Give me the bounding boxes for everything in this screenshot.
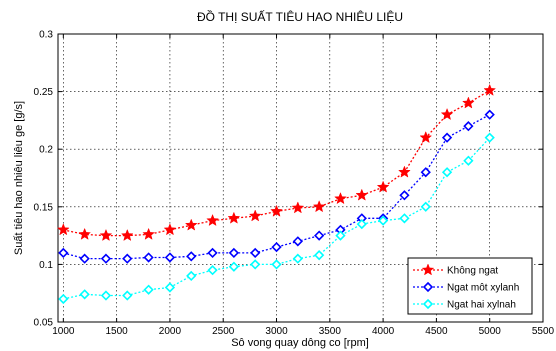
data-point	[271, 259, 282, 270]
legend-label: Không ngat	[447, 266, 498, 277]
data-point	[399, 213, 410, 224]
data-point	[356, 218, 367, 230]
data-point	[142, 227, 155, 240]
y-tick-label: 0.15	[34, 202, 54, 213]
data-point	[207, 265, 218, 276]
data-point	[355, 188, 369, 201]
x-tick-label: 5000	[479, 326, 502, 337]
legend-marker	[422, 281, 434, 293]
legend-marker	[421, 263, 435, 276]
data-point	[164, 282, 176, 293]
data-point	[250, 247, 261, 259]
data-point	[463, 155, 474, 166]
data-point	[441, 132, 453, 143]
x-tick-label: 1500	[106, 326, 129, 337]
data-point	[186, 270, 197, 282]
x-tick-label: 4000	[372, 326, 395, 337]
data-point	[291, 201, 305, 214]
data-point	[228, 261, 240, 272]
data-point	[186, 251, 197, 262]
data-point	[143, 252, 154, 263]
data-point	[164, 252, 176, 263]
data-point	[463, 121, 474, 132]
series-3	[58, 132, 495, 305]
data-point	[420, 201, 431, 212]
y-axis-label: Suất tiêu hao nhiêu liêu ge [g/s]	[13, 101, 25, 255]
x-tick-label: 2000	[159, 326, 182, 337]
data-point	[56, 223, 70, 236]
x-tick-label: 3500	[319, 326, 342, 337]
data-point	[484, 109, 495, 120]
x-tick-label: 4500	[425, 326, 448, 337]
data-point	[100, 290, 112, 301]
data-point	[143, 284, 154, 295]
data-point	[334, 192, 347, 205]
data-point	[250, 259, 261, 270]
legend-item: Ngat hai xylnah	[413, 298, 516, 311]
legend-label: Ngat hai xylnah	[447, 300, 516, 311]
data-point	[100, 253, 112, 264]
data-point	[335, 230, 346, 241]
data-point	[270, 204, 283, 217]
data-point	[227, 211, 241, 224]
y-tick-label: 0.3	[39, 30, 53, 41]
x-tick-label: 1000	[52, 326, 75, 337]
data-point	[419, 130, 433, 144]
series-2	[58, 109, 495, 264]
data-point	[271, 241, 282, 253]
data-point	[314, 230, 325, 241]
data-point	[58, 247, 69, 259]
data-point	[314, 250, 325, 261]
data-point	[399, 190, 410, 201]
legend: Không ngat Ngat môt xylanh Ngat hai xylnah	[407, 257, 533, 315]
data-point	[248, 209, 262, 222]
y-tick-label: 0.2	[39, 145, 53, 156]
data-point	[120, 228, 134, 242]
data-point	[376, 180, 390, 193]
plot-area	[57, 33, 544, 323]
data-point	[184, 218, 198, 231]
y-tick-label: 0.05	[34, 318, 54, 329]
y-tick-label: 0.1	[39, 260, 53, 271]
data-point	[99, 228, 113, 242]
chart-title: ĐỒ THỊ SUẤT TIÊU HAO NHIÊU LIỆU	[197, 9, 403, 24]
data-point	[398, 165, 411, 178]
data-point	[122, 253, 133, 264]
data-point	[292, 236, 303, 247]
data-point	[163, 223, 177, 236]
data-point	[441, 167, 453, 178]
series-1	[56, 83, 497, 242]
series-layer	[56, 83, 497, 305]
data-point	[484, 132, 495, 143]
data-point	[207, 247, 218, 259]
data-point	[312, 200, 326, 213]
x-tick-label: 2500	[212, 326, 235, 337]
data-point	[483, 83, 497, 96]
data-point	[377, 215, 389, 226]
data-point	[206, 213, 219, 227]
data-point	[440, 107, 454, 121]
legend-item: Ngat môt xylanh	[413, 281, 519, 294]
data-point	[228, 247, 240, 259]
data-point	[420, 167, 431, 178]
x-axis-label: Sô vong quay dông co [rpm]	[231, 337, 369, 349]
legend-item: Không ngat	[413, 263, 498, 277]
data-point	[78, 227, 92, 240]
x-tick-label: 3000	[265, 326, 288, 337]
legend-marker	[422, 298, 434, 310]
data-point	[79, 253, 90, 264]
data-point	[58, 293, 69, 305]
data-point	[122, 290, 133, 301]
data-point	[462, 96, 475, 109]
x-tick-label: 5500	[532, 326, 555, 337]
y-tick-label: 0.25	[34, 87, 54, 98]
data-point	[292, 253, 303, 264]
legend-label: Ngat môt xylanh	[447, 283, 519, 294]
axes: 1000 1500 2000 2500 3000 3500 4000 4500 5000 5500…	[34, 30, 555, 338]
data-point	[79, 289, 90, 300]
